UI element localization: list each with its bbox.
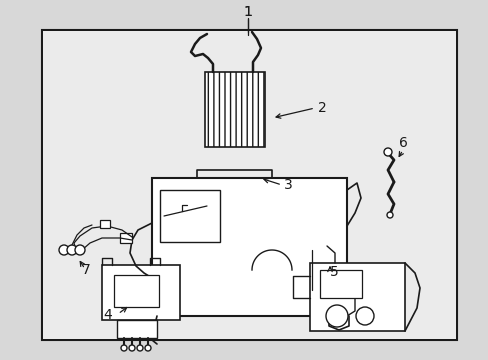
Text: 1: 1: [243, 5, 252, 19]
Circle shape: [386, 212, 392, 218]
Bar: [204, 72, 264, 147]
Bar: [319, 270, 361, 298]
Bar: [309, 263, 404, 331]
Text: 7: 7: [82, 263, 91, 277]
Bar: [43, 31, 455, 339]
Text: 6: 6: [398, 136, 407, 150]
Text: 4: 4: [103, 308, 112, 322]
Bar: [43, 31, 455, 339]
Bar: [152, 178, 346, 316]
Circle shape: [145, 345, 151, 351]
Bar: [117, 320, 157, 338]
Text: 5: 5: [329, 265, 338, 279]
Circle shape: [129, 345, 135, 351]
Bar: [102, 265, 180, 320]
Bar: [160, 190, 220, 242]
Text: 2: 2: [317, 101, 326, 115]
Circle shape: [75, 245, 85, 255]
Circle shape: [59, 245, 69, 255]
Text: 3: 3: [284, 178, 292, 192]
Circle shape: [383, 148, 391, 156]
Circle shape: [355, 307, 373, 325]
Bar: [42, 30, 456, 340]
Bar: [114, 275, 159, 307]
Bar: [100, 220, 110, 228]
Text: 1: 1: [243, 5, 252, 19]
Circle shape: [137, 345, 142, 351]
Circle shape: [67, 245, 77, 255]
Bar: [120, 233, 132, 243]
Circle shape: [325, 305, 347, 327]
Circle shape: [121, 345, 127, 351]
